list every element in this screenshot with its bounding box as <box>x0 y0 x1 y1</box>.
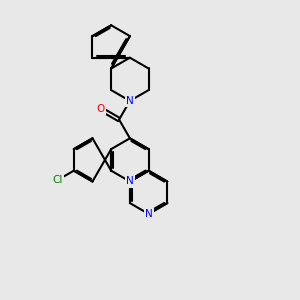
Text: Cl: Cl <box>53 175 63 185</box>
Text: N: N <box>126 176 134 187</box>
Text: O: O <box>96 104 104 114</box>
Text: N: N <box>126 96 134 106</box>
Text: N: N <box>145 209 152 219</box>
